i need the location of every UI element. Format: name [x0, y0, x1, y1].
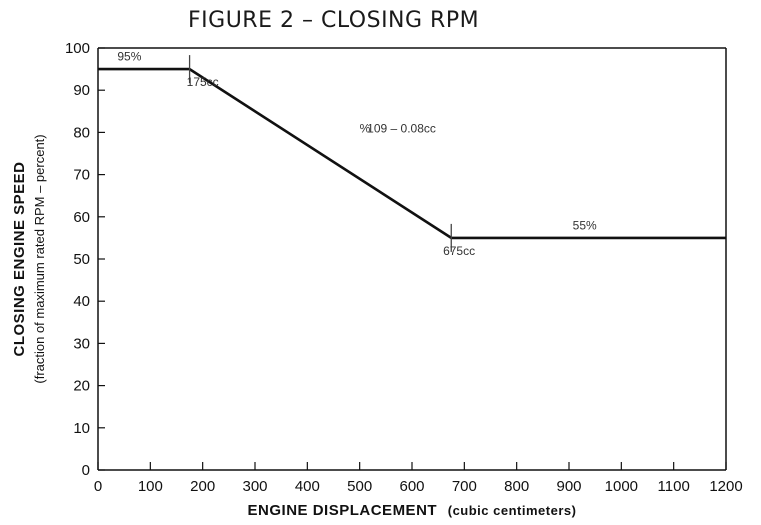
- plot-frame: [97, 47, 727, 471]
- annotation-label: 109 – 0.08cc: [367, 121, 436, 135]
- y-tick-label: 60: [73, 209, 90, 226]
- x-axis-label-sub: (cubic centimeters): [448, 503, 577, 518]
- y-tick-label: 40: [73, 293, 90, 310]
- x-axis-label: ENGINE DISPLACEMENT (cubic centimeters): [248, 502, 577, 519]
- y-axis-sublabel: (fraction of maximum rated RPM – percent…: [32, 134, 47, 383]
- y-tick-label: 0: [82, 462, 90, 479]
- x-tick-label: 1200: [709, 478, 742, 495]
- y-tick-label: 70: [73, 167, 90, 184]
- x-tick-label: 100: [138, 478, 163, 495]
- x-tick-label: 0: [94, 478, 102, 495]
- y-tick-label: 30: [73, 335, 90, 352]
- annotation-label: 55%: [573, 218, 597, 232]
- closing-rpm-series-line: [98, 67, 726, 240]
- x-tick-label: 1000: [605, 478, 638, 495]
- x-tick-label: 800: [504, 478, 529, 495]
- x-tick-label: 300: [242, 478, 267, 495]
- annotation-label: %: [360, 121, 371, 135]
- x-tick-label: 500: [347, 478, 372, 495]
- annotation-label: 675cc: [443, 244, 475, 258]
- annotation-layer: 95% 175cc%109 – 0.08cc 675cc 55%: [117, 50, 597, 258]
- axis-ticks: [97, 47, 727, 471]
- y-tick-label: 90: [73, 82, 90, 99]
- y-tick-label: 50: [73, 251, 90, 268]
- chart-title: FIGURE 2 – CLOSING RPM: [188, 8, 480, 33]
- x-axis-label-main: ENGINE DISPLACEMENT: [248, 502, 438, 519]
- y-tick-label: 100: [65, 40, 90, 57]
- y-tick-label: 80: [73, 124, 90, 141]
- x-tick-label: 200: [190, 478, 215, 495]
- annotation-label: 175cc: [187, 75, 219, 89]
- y-tick-label: 10: [73, 420, 90, 437]
- series-layer: [98, 55, 726, 252]
- x-tick-label: 900: [556, 478, 581, 495]
- x-tick-label: 700: [452, 478, 477, 495]
- x-tick-label: 1100: [658, 478, 690, 495]
- annotation-label: 95%: [117, 50, 141, 64]
- x-tick-label: 600: [399, 478, 424, 495]
- y-axis-label: CLOSING ENGINE SPEED: [11, 161, 28, 356]
- y-tick-label: 20: [73, 378, 90, 395]
- x-tick-label: 400: [295, 478, 320, 495]
